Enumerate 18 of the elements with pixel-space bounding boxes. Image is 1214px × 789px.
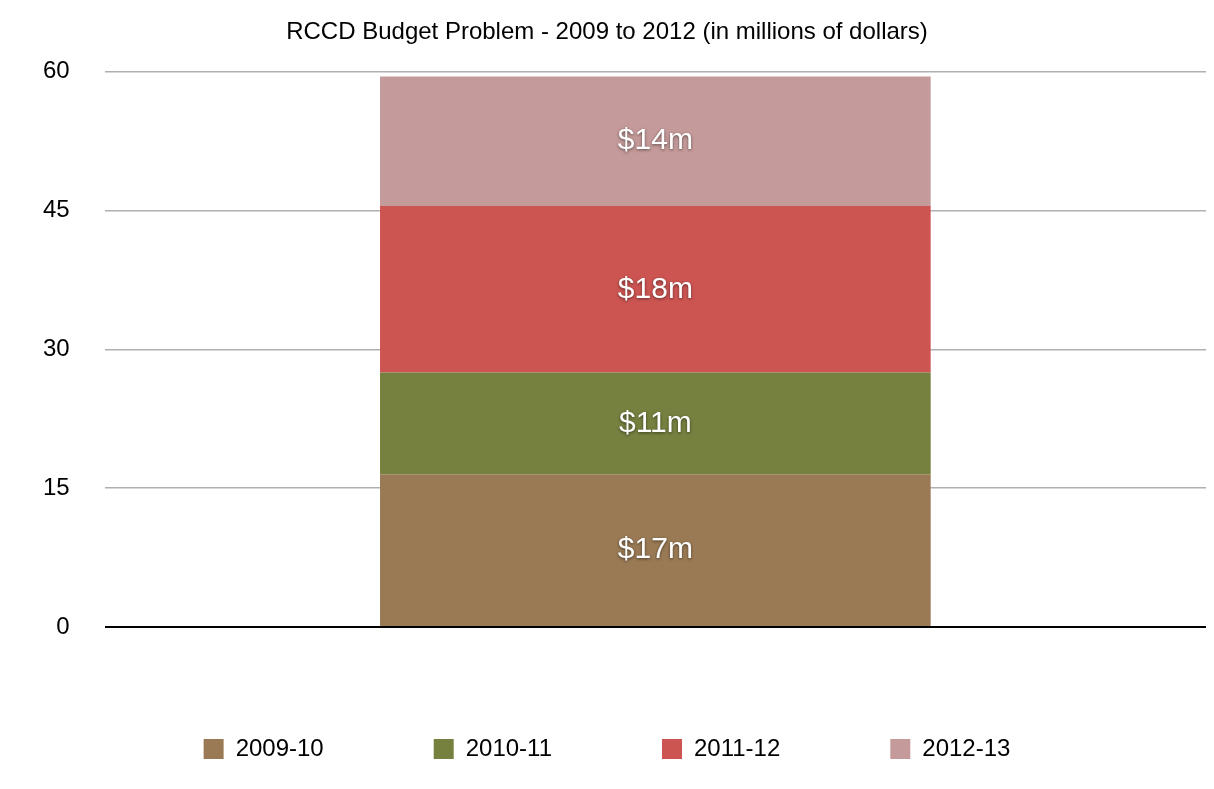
y-tick-label: 60 — [42, 56, 70, 84]
legend-label: 2012-13 — [922, 733, 1011, 761]
bar — [380, 76, 931, 206]
data-label: $18m — [617, 270, 693, 304]
y-tick-label: 0 — [56, 611, 70, 639]
legend-label: 2010-11 — [465, 733, 552, 761]
bar — [380, 205, 931, 373]
y-tick-label: 30 — [42, 334, 70, 362]
chart-title: RCCD Budget Problem - 2009 to 2012 (in millions of dollars) — [286, 17, 928, 45]
bar — [380, 372, 931, 475]
legend-label: 2011-12 — [694, 733, 781, 761]
bar — [380, 474, 931, 626]
legend-label: 2009-10 — [235, 733, 324, 761]
data-label: $17m — [617, 531, 693, 565]
data-label: $11m — [618, 404, 692, 438]
data-label: $14m — [617, 122, 693, 156]
y-tick-label: 45 — [42, 195, 70, 223]
y-tick-label: 15 — [42, 472, 70, 500]
